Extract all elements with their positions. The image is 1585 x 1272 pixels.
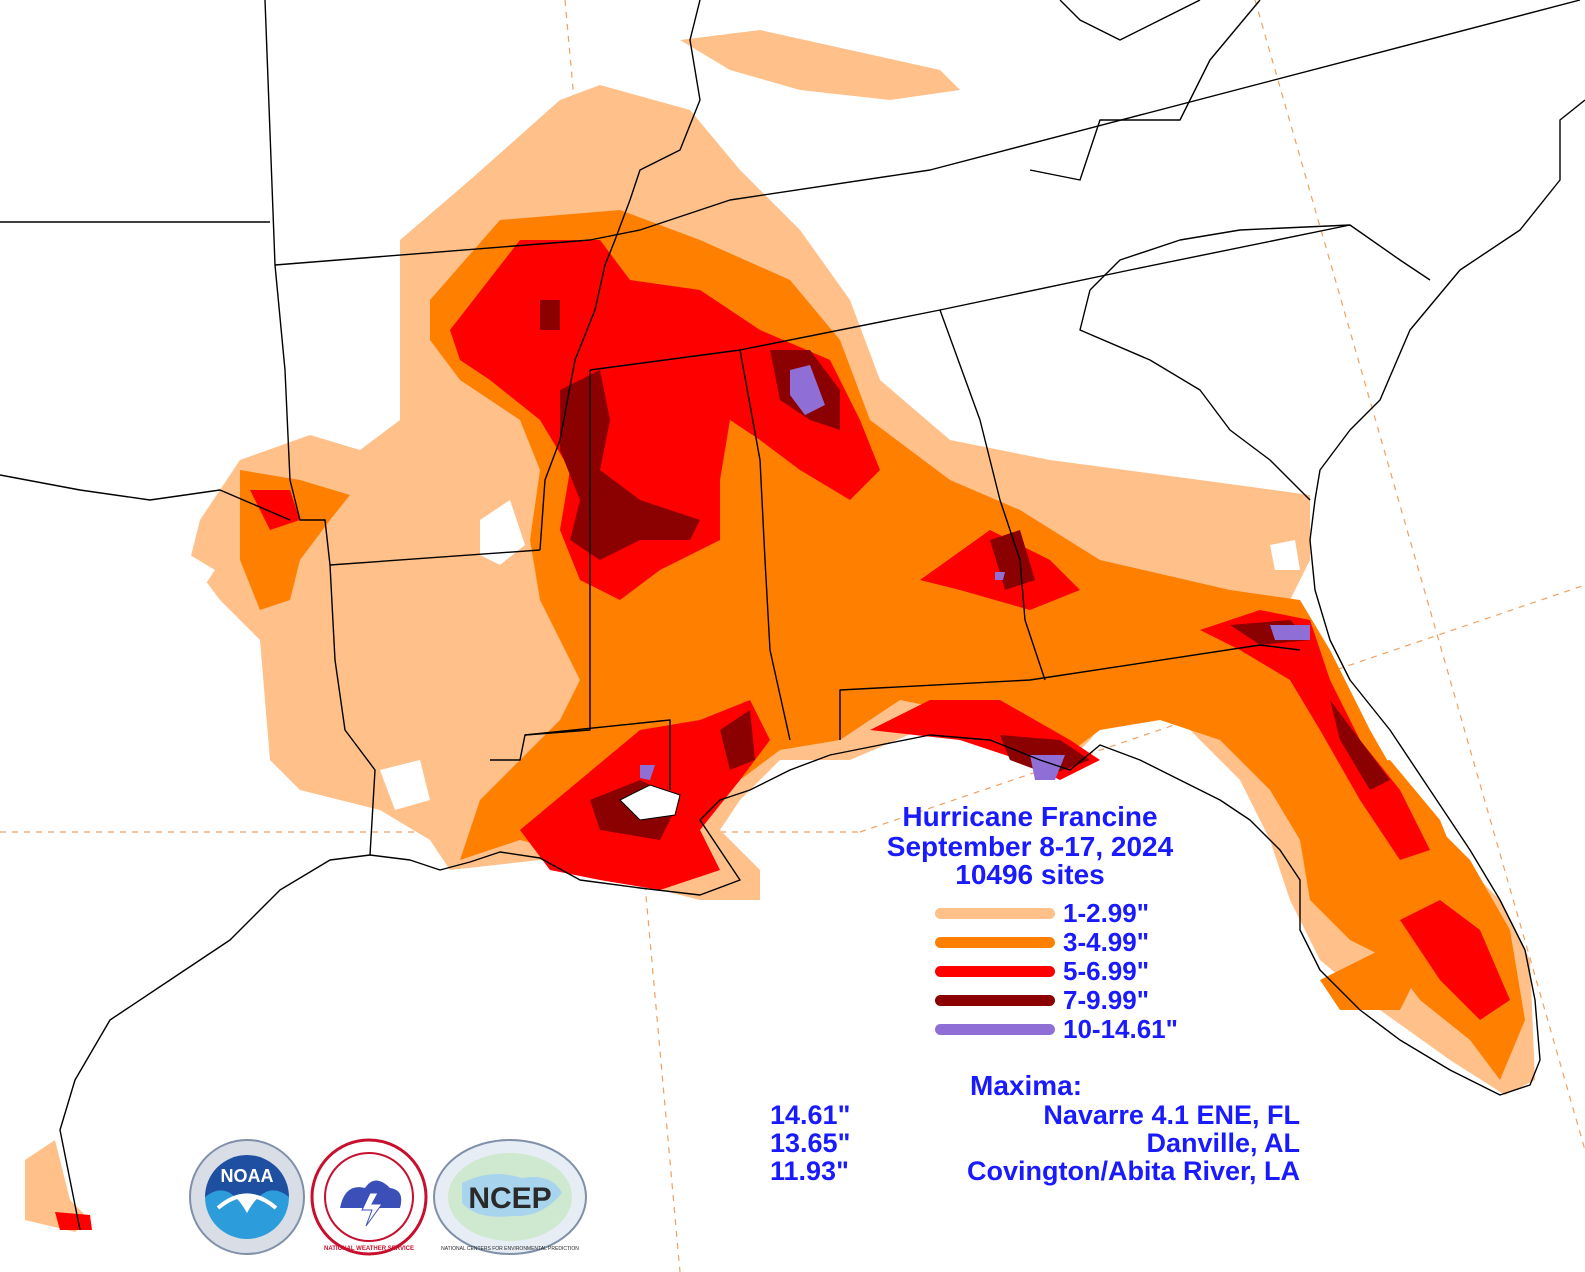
legend-label: 10-14.61" xyxy=(1063,1013,1178,1044)
gulf-coastline xyxy=(59,99,1585,1231)
legend-swatch xyxy=(935,994,1055,1006)
map-site-count: 10496 sites xyxy=(955,859,1105,890)
maxima-title: Maxima: xyxy=(970,1070,1083,1101)
legend-item: 7-9.99" xyxy=(935,985,1149,1015)
maxima-value: 11.93" xyxy=(770,1156,849,1186)
map-date-range: September 8-17, 2024 xyxy=(886,831,1174,862)
legend-label: 1-2.99" xyxy=(1063,897,1150,928)
noaa-logo: NOAA xyxy=(189,1139,305,1255)
map-title: Hurricane Francine xyxy=(902,801,1158,832)
ncep-ring-text: NATIONAL CENTERS FOR ENVIRONMENTAL PREDI… xyxy=(441,1246,579,1252)
maxima-value: 14.61" xyxy=(770,1100,851,1130)
maxima-site: Navarre 4.1 ENE, FL xyxy=(1043,1100,1300,1130)
rain-band-10-plus xyxy=(640,365,1310,780)
lake-pontchartrain xyxy=(619,784,681,821)
legend-swatch xyxy=(935,965,1055,977)
legend-swatch xyxy=(935,907,1055,919)
nws-logo: NATIONAL WEATHER SERVICE xyxy=(310,1138,428,1256)
ncep-logo: NCEP NATIONAL CENTERS FOR ENVIRONMENTAL … xyxy=(433,1139,587,1255)
maxima-row: 13.65" Danville, AL xyxy=(770,1128,1300,1158)
legend-item: 3-4.99" xyxy=(935,927,1149,957)
legend-label: 7-9.99" xyxy=(1063,984,1150,1015)
maxima-site: Danville, AL xyxy=(1146,1128,1300,1158)
maxima-value: 13.65" xyxy=(770,1128,851,1158)
legend-item: 1-2.99" xyxy=(935,898,1149,928)
nws-logo-text: NATIONAL WEATHER SERVICE xyxy=(324,1246,414,1252)
noaa-logo-text: NOAA xyxy=(221,1166,274,1186)
maxima-site: Covington/Abita River, LA xyxy=(966,1156,1300,1186)
legend-label: 3-4.99" xyxy=(1063,926,1150,957)
ncep-logo-text: NCEP xyxy=(468,1182,551,1215)
legend-swatch xyxy=(935,936,1055,948)
legend-swatch xyxy=(935,1023,1055,1035)
maxima-row: 14.61" Navarre 4.1 ENE, FL xyxy=(770,1100,1300,1130)
maxima-row: 11.93" Covington/Abita River, LA xyxy=(770,1156,1300,1186)
geographic-borders xyxy=(0,0,1585,1231)
legend-item: 5-6.99" xyxy=(935,956,1149,986)
legend-item: 10-14.61" xyxy=(935,1014,1178,1044)
legend-label: 5-6.99" xyxy=(1063,955,1150,986)
